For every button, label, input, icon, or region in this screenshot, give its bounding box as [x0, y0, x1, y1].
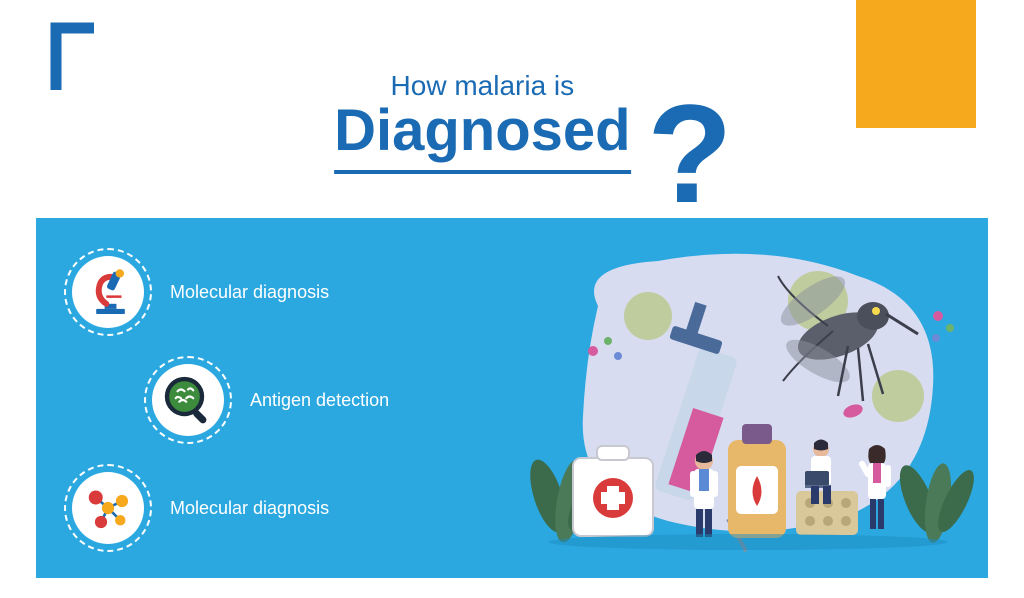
microscope-icon [72, 256, 144, 328]
accent-rectangle [856, 0, 976, 128]
icon-circle [64, 464, 152, 552]
method-label: Antigen detection [250, 390, 389, 411]
magnifier-bacteria-icon [152, 364, 224, 436]
header-section: How malaria is Diagnosed ? [0, 0, 1024, 218]
icon-circle [64, 248, 152, 336]
content-panel: Molecular diagnosis Antigen detection [36, 218, 988, 578]
method-label: Molecular diagnosis [170, 498, 329, 519]
icon-circle [144, 356, 232, 444]
molecule-icon [72, 472, 144, 544]
method-item: Molecular diagnosis [64, 464, 329, 552]
method-label: Molecular diagnosis [170, 282, 329, 303]
medical-illustration [518, 246, 978, 566]
page-title: How malaria is Diagnosed ? [334, 70, 630, 174]
method-item: Antigen detection [144, 356, 389, 444]
title-main: Diagnosed [334, 102, 630, 174]
method-item: Molecular diagnosis [64, 248, 329, 336]
corner-bracket-icon [48, 20, 102, 103]
methods-list: Molecular diagnosis Antigen detection [64, 248, 484, 548]
question-mark-icon: ? [647, 84, 733, 224]
